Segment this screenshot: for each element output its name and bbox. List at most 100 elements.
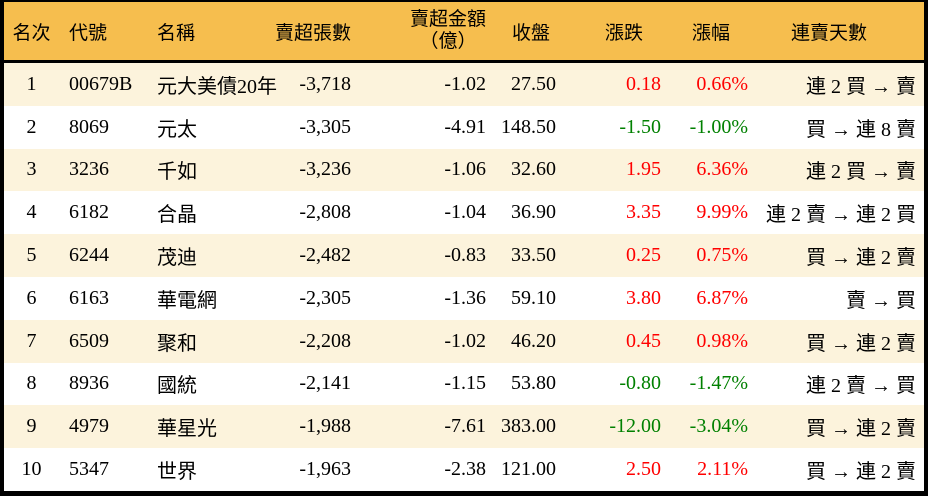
name-cell: 國統 <box>157 375 197 398</box>
code-cell: 4979 <box>69 415 109 438</box>
close-cell: 121.00 <box>501 458 556 481</box>
rank-cell: 10 <box>21 458 42 481</box>
table-row: 4 6182 合晶 -2,808 -1.04 36.90 3.35 9.99% … <box>4 191 924 235</box>
name-cell: 世界 <box>157 461 197 484</box>
change-cell: -0.80 <box>619 372 661 395</box>
table-row: 2 8069 元太 -3,305 -4.91 148.50 -1.50 -1.0… <box>4 105 924 149</box>
streak-cell: 買 → 連 8 賣 <box>806 118 916 141</box>
rank-cell: 4 <box>26 201 37 224</box>
column-header-code: 代號 <box>69 22 108 44</box>
rank-cell: 8 <box>26 372 37 395</box>
rank-cell: 1 <box>26 72 37 95</box>
column-header-change: 漲跌 <box>604 22 643 44</box>
code-cell: 6182 <box>69 201 109 224</box>
amount-header-line2: （億） <box>419 31 477 52</box>
shares-cell: -1,988 <box>299 415 351 438</box>
rank-cell: 7 <box>26 329 37 352</box>
table-body: 1 00679B 元大美債20年 -3,718 -1.02 27.50 0.18… <box>4 63 924 491</box>
column-header-pct: 漲幅 <box>691 22 730 44</box>
close-cell: 33.50 <box>511 244 556 267</box>
name-cell: 千如 <box>157 161 197 184</box>
shares-cell: -1,963 <box>299 458 351 481</box>
code-cell: 00679B <box>69 72 133 95</box>
column-header-rank: 名次 <box>12 22 51 44</box>
column-header-name: 名稱 <box>157 22 196 44</box>
shares-cell: -3,305 <box>299 115 351 138</box>
table-row: 10 5347 世界 -1,963 -2.38 121.00 2.50 2.11… <box>4 448 924 491</box>
close-cell: 32.60 <box>511 158 556 181</box>
change-cell: 0.18 <box>626 72 661 95</box>
pct-cell: -3.04% <box>689 415 748 438</box>
rank-cell: 9 <box>26 415 37 438</box>
name-cell: 元太 <box>157 118 197 141</box>
shares-cell: -2,305 <box>299 286 351 309</box>
amount-header-line1: 賣超金額 <box>409 9 486 30</box>
name-cell: 合晶 <box>157 204 197 227</box>
table-row: 7 6509 聚和 -2,208 -1.02 46.20 0.45 0.98% … <box>4 319 924 363</box>
table-row: 1 00679B 元大美債20年 -3,718 -1.02 27.50 0.18… <box>4 63 924 106</box>
rank-cell: 6 <box>26 286 37 309</box>
amount-cell: -0.83 <box>444 244 486 267</box>
code-cell: 6163 <box>69 286 109 309</box>
close-cell: 27.50 <box>511 72 556 95</box>
change-cell: 3.35 <box>626 201 661 224</box>
name-cell: 聚和 <box>157 332 197 355</box>
table-row: 3 3236 千如 -3,236 -1.06 32.60 1.95 6.36% … <box>4 148 924 192</box>
rank-cell: 2 <box>26 115 37 138</box>
streak-cell: 連 2 賣 → 買 <box>806 375 916 398</box>
change-cell: -12.00 <box>609 415 661 438</box>
amount-cell: -2.38 <box>444 458 486 481</box>
pct-cell: 2.11% <box>697 458 748 481</box>
rank-cell: 5 <box>26 244 37 267</box>
shares-cell: -3,236 <box>299 158 351 181</box>
pct-cell: 0.75% <box>696 244 748 267</box>
close-cell: 148.50 <box>501 115 556 138</box>
streak-cell: 買 → 連 2 賣 <box>806 461 916 484</box>
name-cell: 華星光 <box>157 418 217 441</box>
amount-cell: -1.15 <box>444 372 486 395</box>
amount-cell: -1.02 <box>444 329 486 352</box>
change-cell: 0.45 <box>626 329 661 352</box>
streak-cell: 買 → 連 2 賣 <box>806 332 916 355</box>
change-cell: 2.50 <box>626 458 661 481</box>
code-cell: 8936 <box>69 372 109 395</box>
table-header-row: 名次 代號 名稱 賣超張數 賣超金額 （億） 收盤 漲跌 漲幅 連賣天數 <box>4 2 924 63</box>
amount-cell: -1.02 <box>444 72 486 95</box>
name-cell: 華電網 <box>157 289 217 312</box>
column-header-streak: 連賣天數 <box>790 22 867 44</box>
streak-cell: 連 2 買 → 賣 <box>806 75 916 98</box>
pct-cell: -1.47% <box>689 372 748 395</box>
table-row: 6 6163 華電網 -2,305 -1.36 59.10 3.80 6.87%… <box>4 276 924 320</box>
pct-cell: 6.36% <box>696 158 748 181</box>
table-row: 9 4979 華星光 -1,988 -7.61 383.00 -12.00 -3… <box>4 405 924 449</box>
code-cell: 5347 <box>69 458 109 481</box>
code-cell: 6509 <box>69 329 109 352</box>
name-cell: 元大美債20年 <box>157 75 277 98</box>
pct-cell: 9.99% <box>696 201 748 224</box>
table-row: 5 6244 茂迪 -2,482 -0.83 33.50 0.25 0.75% … <box>4 234 924 277</box>
pct-cell: 6.87% <box>696 286 748 309</box>
amount-cell: -7.61 <box>444 415 486 438</box>
code-cell: 8069 <box>69 115 109 138</box>
amount-cell: -1.06 <box>444 158 486 181</box>
change-cell: 0.25 <box>626 244 661 267</box>
amount-cell: -1.36 <box>444 286 486 309</box>
pct-cell: 0.66% <box>696 72 748 95</box>
streak-cell: 買 → 連 2 賣 <box>806 418 916 441</box>
change-cell: -1.50 <box>619 115 661 138</box>
amount-header-stack: 賣超金額 （億） <box>410 9 486 53</box>
column-header-shares: 賣超張數 <box>274 22 351 44</box>
shares-cell: -2,482 <box>299 244 351 267</box>
streak-cell: 連 2 買 → 賣 <box>806 161 916 184</box>
streak-cell: 連 2 賣 → 連 2 買 <box>766 204 916 227</box>
change-cell: 3.80 <box>626 286 661 309</box>
close-cell: 36.90 <box>511 201 556 224</box>
code-cell: 3236 <box>69 158 109 181</box>
close-cell: 53.80 <box>511 372 556 395</box>
name-cell: 茂迪 <box>157 247 197 270</box>
streak-cell: 賣 → 買 <box>846 289 916 312</box>
change-cell: 1.95 <box>626 158 661 181</box>
shares-cell: -3,718 <box>299 72 351 95</box>
table-row: 8 8936 國統 -2,141 -1.15 53.80 -0.80 -1.47… <box>4 362 924 406</box>
